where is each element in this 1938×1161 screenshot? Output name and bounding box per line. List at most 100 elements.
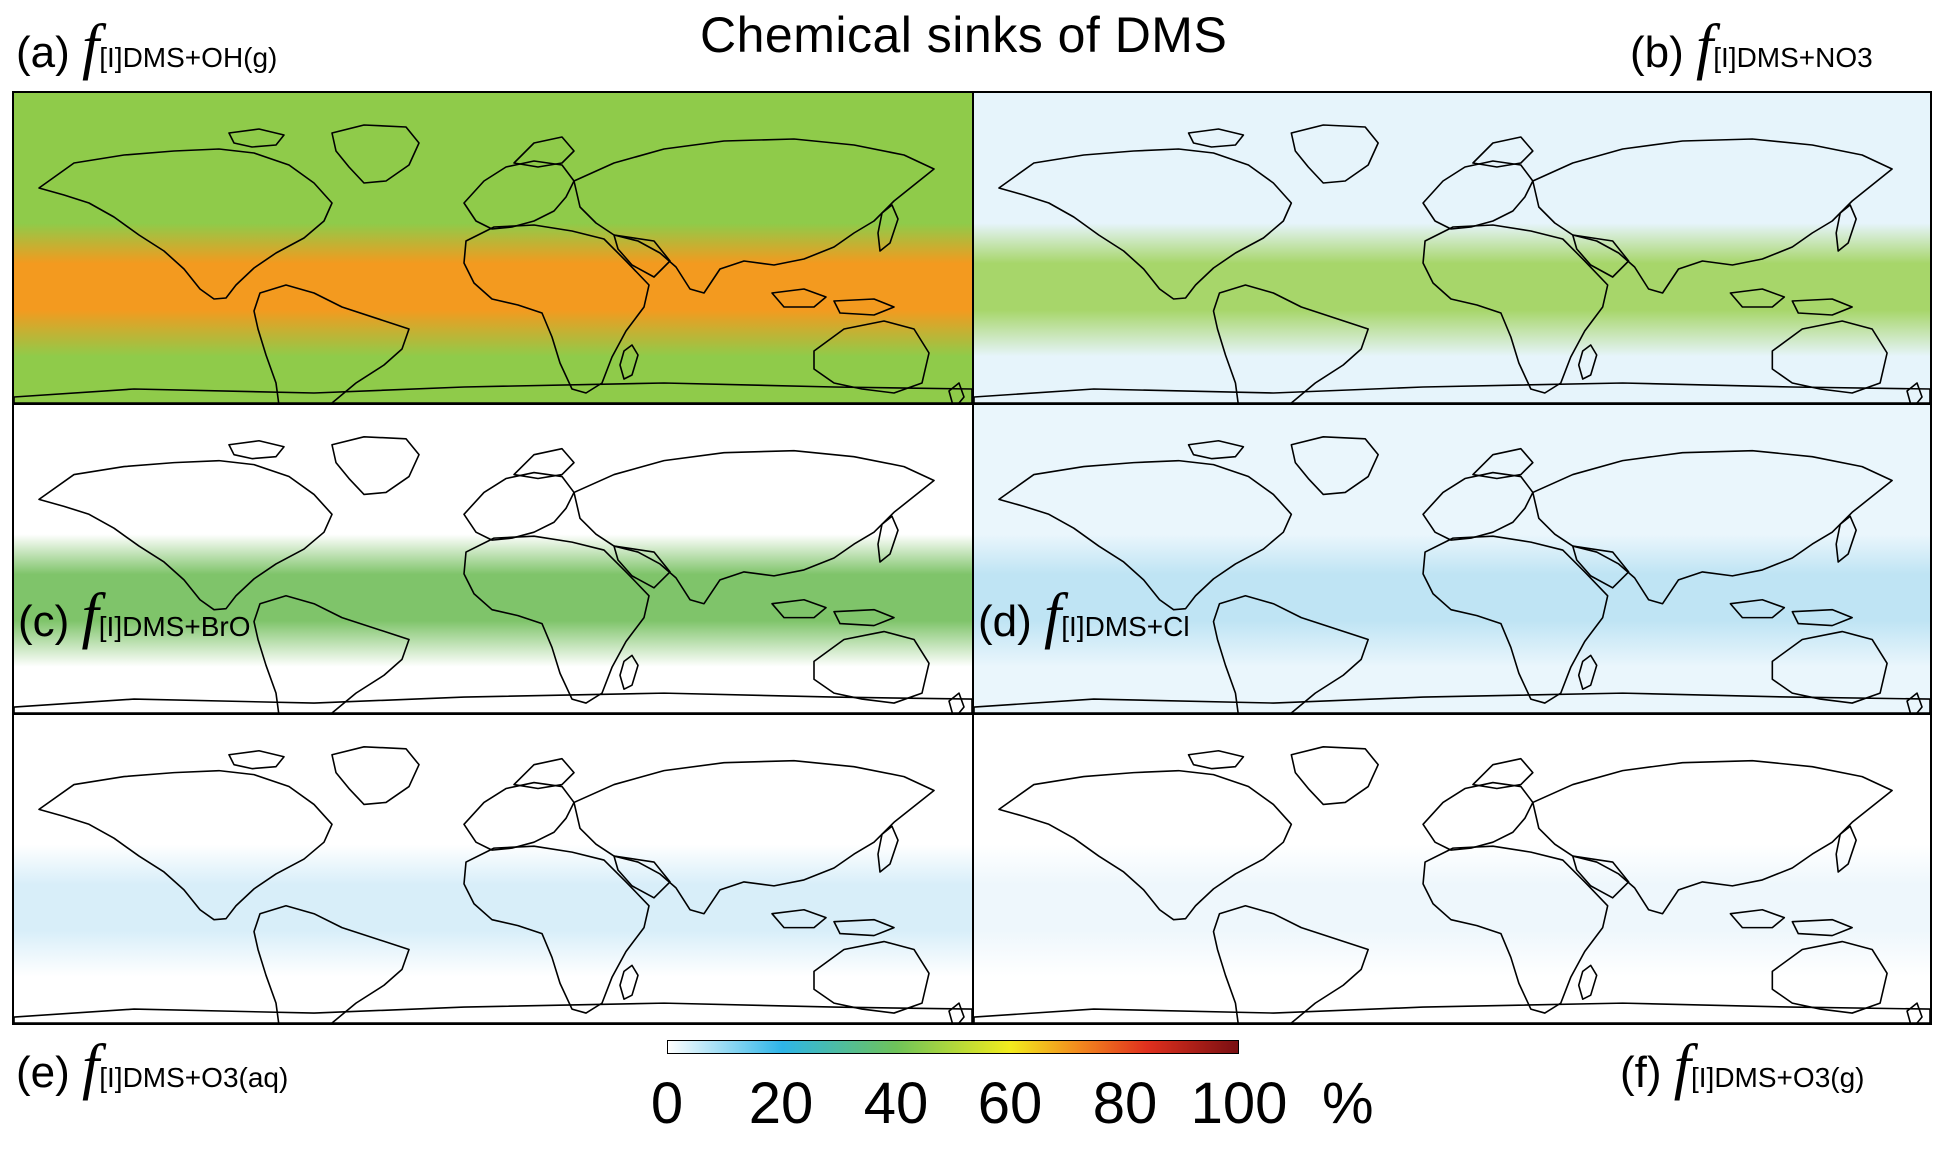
map-panel-e: [14, 715, 972, 1023]
panel-subscript: [I]DMS+Cl: [1061, 611, 1190, 642]
coastline: [620, 345, 638, 379]
coastline: [1189, 751, 1244, 769]
coastline: [14, 693, 972, 713]
map-svg: [974, 715, 1930, 1023]
coastline: [620, 655, 638, 689]
coastline: [1189, 129, 1244, 147]
coastline: [1792, 610, 1852, 626]
coastline: [332, 437, 419, 495]
map-svg: [974, 93, 1930, 403]
map-grid: [12, 91, 1932, 1025]
panel-divider-horizontal: [14, 713, 1930, 715]
coastline: [1907, 693, 1922, 713]
coastline: [464, 846, 649, 1013]
coastline: [1423, 473, 1533, 541]
field-shading: [974, 405, 1930, 713]
field-shading: [14, 715, 972, 1023]
panel-label-b: (b) f[I]DMS+NO3: [1630, 16, 1873, 78]
coastline: [772, 600, 826, 618]
coastline: [39, 461, 332, 610]
coastline: [614, 856, 670, 898]
coastline: [229, 129, 284, 147]
colorbar: [667, 1040, 1239, 1054]
field-shading: [974, 715, 1930, 1023]
coastline: [1423, 225, 1608, 393]
coastline: [1792, 299, 1852, 315]
coastline: [949, 693, 964, 713]
map-svg: [974, 405, 1930, 713]
map-svg: [14, 715, 972, 1023]
coastline: [614, 546, 670, 588]
coastline: [14, 1003, 972, 1023]
coastline: [814, 942, 929, 1014]
coastline: [1533, 761, 1892, 914]
coastline: [574, 451, 934, 604]
coastline: [1213, 596, 1368, 713]
coastline: [814, 632, 929, 704]
f-symbol: f: [1673, 1033, 1691, 1101]
f-symbol: f: [1044, 582, 1062, 650]
coastline: [1772, 321, 1887, 393]
coastline: [514, 449, 574, 479]
panel-label-a: (a) f[I]DMS+OH(g): [16, 16, 277, 78]
panel-subscript: [I]DMS+BrO: [98, 611, 251, 642]
panel-label-c: (c) f[I]DMS+BrO: [18, 585, 250, 647]
coastline: [14, 383, 972, 403]
coastline: [1533, 451, 1892, 604]
field-shading: [14, 405, 972, 713]
coastline: [229, 441, 284, 459]
coastline: [1533, 139, 1892, 293]
colorbar-unit: %: [1322, 1071, 1374, 1136]
coastline: [614, 235, 670, 277]
coastline: [974, 1003, 1930, 1023]
colorbar-tick-label: 40: [863, 1071, 929, 1136]
f-symbol: f: [81, 582, 99, 650]
coastline: [878, 516, 898, 562]
map-panel-d: [974, 405, 1930, 713]
panel-subscript: [I]DMS+O3(g): [1691, 1062, 1865, 1093]
f-symbol: f: [82, 1033, 100, 1101]
coastline: [229, 751, 284, 769]
coastline: [834, 920, 894, 936]
coastline: [1579, 965, 1597, 999]
colorbar-tick-label: 100: [1190, 1071, 1288, 1136]
coastline: [514, 137, 574, 167]
panel-letter: (d): [978, 597, 1032, 646]
panel-subscript: [I]DMS+NO3: [1713, 42, 1873, 73]
coastline: [814, 321, 929, 393]
coastline: [1836, 516, 1856, 562]
coastline: [1423, 846, 1608, 1013]
coastline: [1772, 942, 1887, 1014]
coastline: [1730, 910, 1784, 928]
coastline: [834, 610, 894, 626]
coastline: [974, 383, 1930, 403]
coastline: [1473, 137, 1533, 167]
coastline: [254, 285, 409, 403]
coastline: [772, 289, 826, 307]
coastline: [574, 761, 934, 914]
panel-divider-horizontal: [14, 403, 1930, 405]
coastline: [332, 747, 419, 805]
coastline: [1213, 285, 1368, 403]
coastline: [834, 299, 894, 315]
coastline: [999, 149, 1291, 299]
coastline: [1291, 125, 1378, 183]
coastline: [1730, 289, 1784, 307]
coastline: [1579, 655, 1597, 689]
colorbar-tick-label: 80: [1092, 1071, 1158, 1136]
map-panel-a: [14, 93, 972, 403]
panel-letter: (c): [18, 597, 70, 646]
coastline: [999, 771, 1291, 920]
coastline: [1907, 1003, 1922, 1023]
coastline: [464, 225, 649, 393]
coastline: [772, 910, 826, 928]
coastline: [1423, 783, 1533, 851]
coastline: [464, 161, 574, 229]
map-svg: [14, 405, 972, 713]
coastline: [1730, 600, 1784, 618]
coastline: [1836, 826, 1856, 872]
coastline: [1473, 759, 1533, 789]
panel-subscript: [I]DMS+O3(aq): [99, 1062, 289, 1093]
map-panel-f: [974, 715, 1930, 1023]
coastline: [254, 596, 409, 713]
